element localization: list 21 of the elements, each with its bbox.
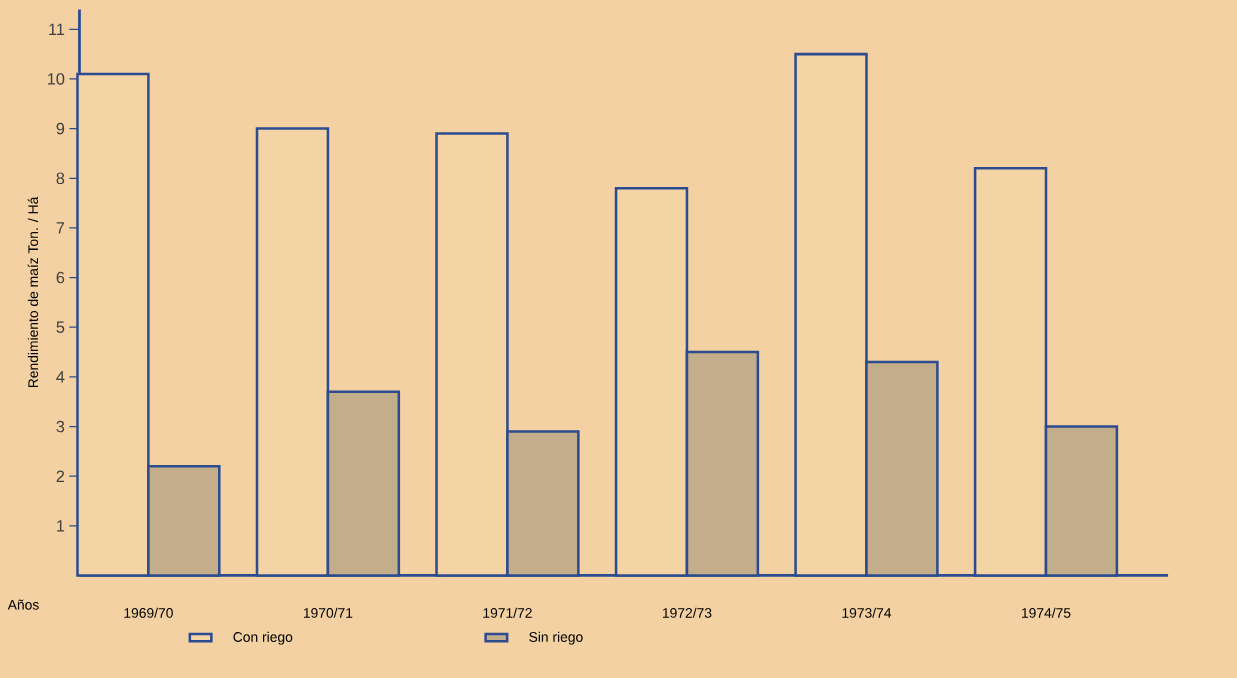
y-tick-label: 3: [56, 420, 65, 433]
y-tick-label: 6: [56, 271, 65, 284]
y-tick-label: 5: [56, 321, 65, 333]
y-tick-label: 8: [56, 172, 65, 184]
y-tick-label: 7: [56, 222, 65, 234]
x-axis-title: Años: [7, 599, 39, 610]
x-tick-label: 1969/70: [124, 607, 173, 618]
y-tick-label: 2: [56, 470, 65, 482]
y-axis-title: Rendimiento de maíz Ton. / Há: [27, 196, 39, 387]
x-tick-label: 1972/73: [662, 607, 712, 618]
y-tick-label: 4: [56, 371, 65, 383]
y-tick-label: 1: [57, 519, 65, 532]
y-tick-label: 9: [56, 122, 65, 135]
x-tick-label: 1971/72: [483, 607, 532, 618]
x-tick-label: 1974/75: [1022, 607, 1071, 618]
x-tick-label: 1970/71: [303, 607, 353, 618]
legend-label: Sin riego: [529, 631, 583, 645]
y-tick-label: 11: [49, 23, 65, 35]
x-tick-label: 1973/74: [842, 607, 892, 618]
y-tick-label: 10: [47, 72, 65, 85]
legend-label: Con riego: [233, 631, 293, 645]
